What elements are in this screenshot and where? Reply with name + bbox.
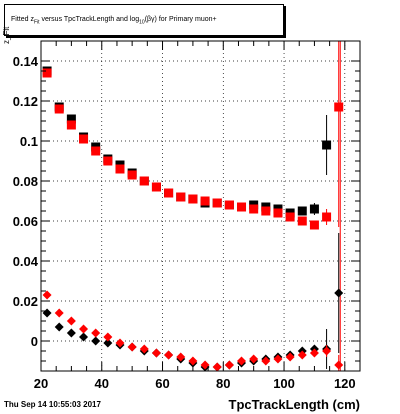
diamond-marker: [176, 352, 186, 362]
diamond-marker: [139, 344, 149, 354]
title-prefix: Fitted z: [11, 16, 34, 23]
diamond-marker: [224, 360, 234, 370]
diamond-marker: [200, 360, 210, 370]
title-box: Fitted zFit versus TpcTrackLength and lo…: [4, 4, 284, 36]
diamond-marker: [66, 316, 76, 326]
y-tick-label: 0.02: [13, 294, 38, 309]
square-marker: [322, 212, 332, 222]
square-marker: [200, 196, 210, 206]
x-tick-label: 80: [216, 376, 230, 391]
square-marker: [297, 206, 307, 216]
square-marker: [42, 68, 52, 78]
x-tick-label: 120: [334, 376, 356, 391]
y-tick-label: 0: [31, 334, 38, 349]
diamond-marker: [54, 308, 64, 318]
diamond-marker: [103, 338, 113, 348]
diamond-marker: [42, 290, 52, 300]
square-marker: [297, 216, 307, 226]
diamond-marker: [115, 338, 125, 348]
title-sub-fit: Fit: [33, 19, 40, 26]
diamond-marker: [334, 288, 344, 298]
diamond-marker: [285, 352, 295, 362]
square-marker: [334, 102, 344, 112]
square-marker: [249, 204, 259, 214]
y-axis-label: z_Fit: [2, 26, 11, 44]
square-marker: [212, 198, 222, 208]
diamond-marker: [54, 322, 64, 332]
square-marker: [322, 140, 332, 150]
square-marker: [66, 120, 76, 130]
square-marker: [115, 164, 125, 174]
square-marker: [127, 170, 137, 180]
axis-ticks: 20 40 60 80 100 120 0 0.02 0.04 0.06 0.08 0.1 0.12 0.…: [13, 41, 361, 391]
square-marker: [91, 146, 101, 156]
y-tick-label: 0.12: [13, 94, 38, 109]
square-marker: [176, 192, 186, 202]
square-marker: [237, 202, 247, 212]
square-marker: [273, 208, 283, 218]
diamond-marker: [273, 354, 283, 364]
diamond-marker: [91, 328, 101, 338]
y-tick-label: 0.08: [13, 174, 38, 189]
square-marker: [66, 114, 76, 124]
square-marker: [309, 204, 319, 214]
diamond-marker: [164, 350, 174, 360]
diamond-marker: [309, 348, 319, 358]
diamond-marker: [79, 332, 89, 342]
diamond-marker: [103, 332, 113, 342]
title-sub-10: 10: [139, 19, 145, 26]
diamond-marker: [79, 324, 89, 334]
square-marker: [103, 156, 113, 166]
square-marker: [285, 212, 295, 222]
square-marker: [151, 182, 161, 192]
diamond-marker: [66, 328, 76, 338]
diamond-marker: [249, 354, 259, 364]
y-tick-label: 0.04: [13, 254, 39, 269]
title-suffix: (βγ) for Primary muon+: [144, 16, 217, 23]
chart-title: Fitted zFit versus TpcTrackLength and lo…: [11, 16, 217, 25]
data-points: [42, 41, 344, 372]
diamond-marker: [237, 356, 247, 366]
timestamp: Thu Sep 14 10:55:03 2017: [4, 400, 101, 409]
diamond-marker: [261, 356, 271, 366]
square-marker: [79, 134, 89, 144]
square-marker: [261, 206, 271, 216]
square-marker: [139, 176, 149, 186]
square-marker: [54, 104, 64, 114]
title-mid: versus TpcTrackLength and log: [39, 16, 140, 23]
diamond-marker: [188, 356, 198, 366]
x-tick-label: 100: [273, 376, 295, 391]
y-tick-label: 0.14: [13, 54, 39, 69]
plot-frame: [40, 40, 361, 372]
square-marker: [224, 200, 234, 210]
x-tick-label: 20: [34, 376, 48, 391]
diamond-marker: [127, 342, 137, 352]
y-tick-label: 0.06: [13, 214, 38, 229]
diamond-marker: [91, 336, 101, 346]
y-tick-label: 0.1: [20, 134, 38, 149]
square-marker: [309, 220, 319, 230]
x-tick-label: 40: [95, 376, 109, 391]
diamond-marker: [212, 362, 222, 372]
diamond-marker: [151, 348, 161, 358]
diamond-marker: [322, 346, 332, 356]
diamond-marker: [297, 350, 307, 360]
x-tick-label: 60: [155, 376, 169, 391]
square-marker: [188, 194, 198, 204]
diamond-marker: [334, 360, 344, 370]
square-marker: [164, 188, 174, 198]
x-axis-label: TpcTrackLength (cm): [228, 397, 360, 412]
diamond-marker: [42, 308, 52, 318]
